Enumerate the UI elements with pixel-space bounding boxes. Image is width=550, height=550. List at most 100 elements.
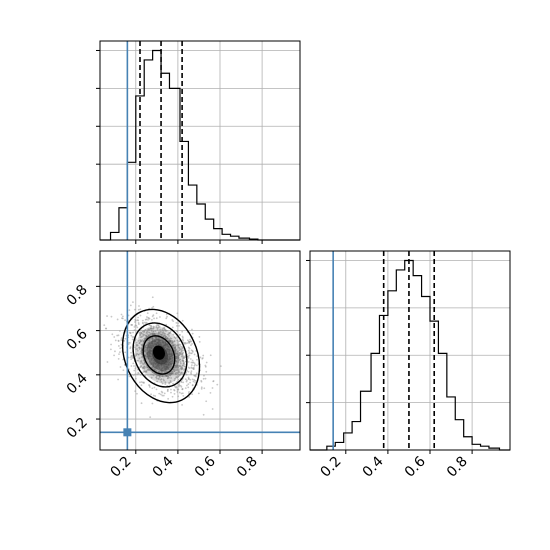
scatter-point — [158, 367, 161, 369]
contour-inner — [142, 335, 176, 375]
scatter-point — [176, 324, 178, 327]
scatter-point — [177, 354, 180, 357]
scatter-point — [159, 316, 161, 318]
scatter-point — [153, 386, 156, 389]
scatter-point — [132, 301, 134, 303]
scatter-point — [171, 370, 174, 373]
scatter-point — [173, 340, 176, 343]
histogram-step — [310, 259, 510, 451]
scatter-point — [151, 327, 154, 330]
scatter-point — [184, 387, 187, 390]
scatter-point — [168, 362, 171, 364]
scatter-point — [133, 329, 136, 332]
scatter-point — [132, 331, 134, 334]
scatter-point — [114, 339, 117, 342]
scatter-point — [164, 341, 167, 344]
scatter-point — [139, 362, 142, 364]
scatter-point — [142, 334, 145, 337]
scatter-point — [177, 344, 180, 347]
scatter-point — [167, 348, 170, 351]
scatter-point — [189, 378, 192, 381]
scatter-point — [200, 386, 203, 389]
scatter-point — [211, 387, 214, 389]
scatter-point — [119, 330, 121, 332]
scatter-point — [166, 337, 169, 340]
scatter-point — [191, 342, 193, 345]
scatter-point — [190, 352, 193, 355]
scatter-point — [190, 370, 193, 373]
scatter-point — [152, 305, 155, 308]
scatter-point — [191, 350, 194, 353]
scatter-point — [127, 356, 130, 359]
scatter-point — [193, 374, 196, 377]
scatter-point — [119, 347, 122, 350]
scatter-point — [150, 373, 153, 376]
scatter-point — [173, 343, 176, 346]
scatter-point — [182, 363, 185, 365]
scatter-point — [178, 349, 181, 352]
scatter-point — [138, 348, 141, 350]
scatter-point — [148, 386, 151, 388]
scatter-point — [185, 373, 188, 376]
scatter-point — [130, 334, 133, 337]
scatter-point — [161, 375, 164, 377]
scatter-point — [140, 331, 143, 334]
scatter-point — [174, 377, 176, 380]
scatter-point — [158, 343, 161, 346]
scatter-point — [150, 329, 153, 332]
scatter-point — [171, 356, 174, 359]
scatter-point — [157, 326, 160, 329]
scatter-point — [147, 356, 149, 358]
scatter-point — [187, 346, 190, 349]
scatter-point — [170, 352, 173, 355]
scatter-point — [137, 308, 140, 311]
scatter-point — [176, 390, 179, 393]
scatter-point — [164, 329, 167, 332]
scatter-point — [193, 364, 196, 367]
scatter-point — [117, 378, 120, 381]
scatter-point — [134, 373, 136, 376]
scatter-point — [135, 344, 138, 347]
scatter-point — [150, 318, 153, 321]
scatter-point — [131, 357, 134, 359]
scatter-point — [172, 320, 175, 322]
scatter-point — [148, 331, 151, 334]
scatter-point — [106, 315, 108, 317]
scatter-point — [106, 361, 109, 363]
scatter-point — [201, 357, 204, 359]
scatter-point — [155, 388, 158, 391]
scatter-point — [156, 328, 159, 331]
scatter-point — [177, 350, 179, 353]
scatter-point — [187, 377, 190, 380]
scatter-point — [164, 335, 167, 338]
scatter-point — [179, 384, 182, 387]
scatter-point — [145, 349, 148, 351]
scatter-point — [117, 339, 120, 342]
scatter-point — [129, 304, 132, 307]
scatter-point — [136, 326, 139, 329]
scatter-point — [137, 371, 140, 374]
scatter-point — [190, 364, 193, 367]
scatter-point — [195, 364, 198, 367]
scatter-point — [153, 372, 156, 375]
scatter-point — [128, 309, 131, 312]
scatter-point — [138, 342, 141, 345]
scatter-point — [150, 393, 153, 396]
scatter-point — [172, 359, 174, 362]
scatter-point — [158, 392, 161, 395]
scatter-point — [116, 318, 119, 321]
scatter-point — [119, 366, 122, 368]
scatter-point — [174, 372, 177, 375]
scatter-point — [124, 351, 127, 354]
scatter-point — [181, 346, 184, 349]
scatter-point — [156, 341, 159, 344]
scatter-point — [133, 308, 136, 311]
scatter-point — [167, 375, 170, 378]
scatter-point — [181, 392, 184, 395]
scatter-point — [192, 368, 195, 371]
scatter-point — [166, 389, 169, 391]
scatter-point — [173, 379, 176, 382]
scatter-point — [151, 357, 154, 360]
y-tick-label: 0.8 — [64, 282, 91, 309]
scatter-point — [163, 339, 166, 342]
